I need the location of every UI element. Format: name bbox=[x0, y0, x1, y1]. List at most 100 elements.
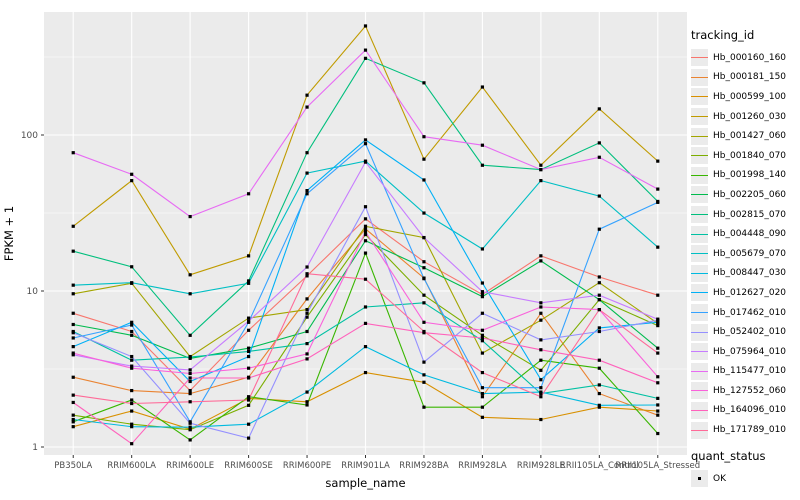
data-point bbox=[480, 391, 485, 396]
legend-key-line bbox=[691, 292, 708, 294]
legend-key-line bbox=[691, 174, 708, 176]
data-point bbox=[305, 171, 309, 175]
data-point bbox=[130, 265, 134, 269]
data-point bbox=[480, 405, 485, 409]
data-point bbox=[71, 351, 75, 355]
data-point bbox=[71, 292, 75, 296]
data-point bbox=[363, 232, 368, 237]
legend-key-line bbox=[691, 135, 708, 137]
legend-key-line bbox=[691, 429, 708, 431]
data-point bbox=[597, 194, 601, 198]
data-point bbox=[539, 386, 543, 390]
legend-label: Hb_164096_010 bbox=[713, 405, 787, 416]
legend-key-line bbox=[691, 331, 708, 333]
data-point bbox=[480, 143, 485, 147]
y-tick-label: 10 bbox=[27, 287, 39, 297]
data-point bbox=[480, 85, 485, 89]
data-point bbox=[363, 205, 368, 209]
data-point bbox=[246, 396, 251, 400]
data-point bbox=[422, 157, 426, 161]
data-point bbox=[363, 56, 368, 60]
data-point bbox=[539, 338, 543, 342]
data-point bbox=[363, 227, 368, 231]
data-point bbox=[363, 305, 368, 309]
data-point bbox=[305, 390, 309, 394]
data-point bbox=[188, 400, 192, 404]
data-point bbox=[656, 200, 660, 204]
data-point bbox=[246, 319, 251, 323]
legend-key-line bbox=[691, 96, 708, 98]
data-point bbox=[597, 227, 601, 231]
x-tick-label: RRII105LA_Stressed bbox=[615, 461, 700, 471]
data-point bbox=[539, 318, 543, 322]
data-point bbox=[130, 409, 134, 413]
data-point bbox=[188, 368, 192, 372]
data-point bbox=[656, 159, 660, 163]
data-point bbox=[656, 324, 660, 328]
data-point bbox=[246, 254, 251, 258]
data-point bbox=[71, 283, 75, 287]
y-tick-label: 1 bbox=[32, 443, 38, 453]
data-point bbox=[422, 360, 426, 364]
data-point bbox=[305, 105, 309, 109]
legend-key-line bbox=[691, 312, 708, 314]
data-point bbox=[188, 333, 192, 337]
legend-key-box bbox=[691, 147, 708, 165]
data-point bbox=[597, 366, 601, 370]
data-point bbox=[363, 370, 368, 375]
data-point bbox=[305, 189, 309, 193]
data-point bbox=[71, 331, 75, 335]
data-point bbox=[480, 339, 485, 343]
legend-entry-Hb_001998_140: Hb_001998_140 bbox=[691, 166, 799, 186]
data-point bbox=[656, 375, 660, 379]
legend-key-line bbox=[691, 409, 708, 411]
legend-label: Hb_075964_010 bbox=[713, 346, 787, 357]
data-point bbox=[539, 417, 543, 422]
legend-key-box bbox=[691, 264, 708, 282]
legend-key-box bbox=[691, 284, 708, 302]
legend-label: Hb_002205_060 bbox=[713, 189, 787, 200]
legend-key-line bbox=[691, 390, 708, 392]
legend-label: Hb_017462_010 bbox=[713, 307, 787, 318]
data-point bbox=[305, 93, 309, 97]
data-point bbox=[480, 311, 485, 315]
data-point bbox=[305, 357, 309, 361]
data-point bbox=[539, 368, 543, 372]
x-tick-label: RRIM600SE bbox=[224, 461, 273, 471]
data-point bbox=[71, 224, 75, 228]
legend-key-box bbox=[691, 323, 708, 341]
data-point bbox=[71, 249, 75, 253]
data-point bbox=[188, 355, 192, 359]
data-point bbox=[422, 405, 426, 409]
data-point bbox=[597, 275, 601, 279]
data-point bbox=[246, 192, 251, 196]
data-point bbox=[71, 417, 75, 422]
data-point bbox=[656, 320, 660, 324]
legend-entry-ok: OK bbox=[691, 469, 799, 489]
data-point bbox=[480, 370, 485, 375]
data-point bbox=[130, 366, 134, 370]
data-point bbox=[305, 297, 309, 301]
data-point bbox=[188, 421, 192, 425]
data-point bbox=[363, 160, 368, 164]
data-point bbox=[539, 358, 543, 362]
data-point bbox=[130, 172, 134, 176]
legend-label: Hb_002815_070 bbox=[713, 209, 787, 220]
data-point bbox=[246, 398, 251, 402]
legend-label: Hb_001260_030 bbox=[713, 111, 787, 122]
data-point bbox=[246, 422, 251, 426]
data-point bbox=[422, 329, 426, 334]
data-point bbox=[363, 217, 368, 221]
data-point bbox=[188, 438, 192, 442]
data-point bbox=[305, 274, 309, 278]
data-point bbox=[422, 211, 426, 215]
legend-key-box bbox=[691, 88, 708, 106]
data-point bbox=[188, 371, 192, 376]
data-point bbox=[539, 163, 543, 167]
legend-label: Hb_052402_010 bbox=[713, 327, 787, 338]
legend-label: Hb_004448_090 bbox=[713, 229, 787, 240]
data-point bbox=[71, 322, 75, 327]
data-point bbox=[71, 345, 75, 349]
